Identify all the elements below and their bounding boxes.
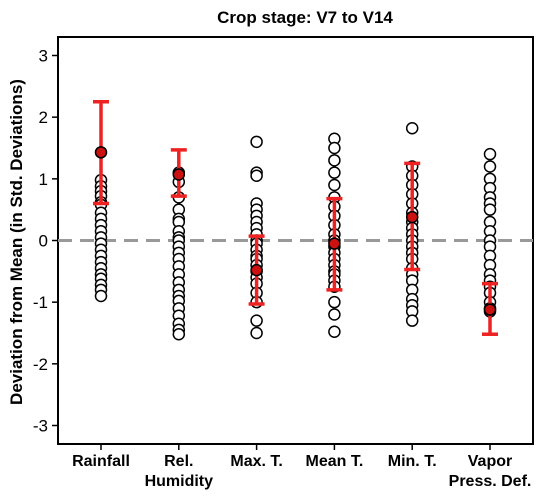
- data-point: [328, 166, 341, 179]
- data-point: [328, 154, 341, 167]
- data-point: [172, 327, 186, 341]
- y-tick-label: 3: [39, 47, 48, 66]
- data-point: [328, 295, 341, 309]
- highlight-point: [328, 237, 341, 250]
- highlight-point: [483, 303, 497, 316]
- category-label: Rel.: [164, 453, 193, 470]
- category-label-line2: Humidity: [145, 473, 214, 490]
- data-point: [328, 325, 341, 339]
- y-tick-label: -1: [33, 293, 48, 312]
- y-tick-label: 2: [39, 108, 48, 127]
- data-point: [483, 147, 497, 161]
- data-point: [250, 314, 263, 327]
- highlight-point: [94, 146, 108, 159]
- data-point: [405, 122, 419, 135]
- plot-area: -3 -2 -1 0 1 2 3 Rainfall Rel. Humidity Max. T. Mea…: [33, 36, 534, 490]
- highlight-point: [405, 210, 419, 224]
- data-point: [483, 203, 497, 216]
- data-point: [405, 314, 419, 327]
- category-label: Min. T.: [388, 453, 437, 470]
- y-tick-label: 1: [39, 170, 48, 189]
- highlight-point: [250, 263, 263, 277]
- y-tick-label: 0: [39, 232, 48, 251]
- data-point: [250, 135, 263, 149]
- category-label: Rainfall: [72, 453, 130, 470]
- category-label-line2: Press. Def.: [449, 473, 532, 490]
- y-tick-label: -3: [33, 417, 48, 436]
- chart-title: Crop stage: V7 to V14: [217, 8, 393, 27]
- data-point: [250, 169, 263, 182]
- data-point: [250, 326, 263, 340]
- data-point: [328, 178, 341, 192]
- category-label: Vapor: [468, 453, 512, 470]
- category-label: Mean T.: [306, 453, 364, 470]
- y-axis-label: Deviation from Mean (in Std. Deviations): [7, 79, 26, 405]
- data-point: [94, 289, 108, 303]
- highlight-point: [172, 168, 186, 181]
- data-point: [328, 141, 341, 155]
- data-point: [328, 308, 341, 321]
- category-label: Max. T.: [230, 453, 282, 470]
- data-point: [483, 160, 497, 173]
- y-tick-label: -2: [33, 355, 48, 374]
